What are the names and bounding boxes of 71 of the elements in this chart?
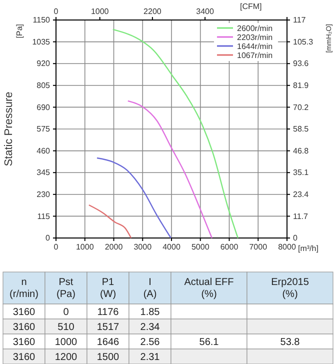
line-series bbox=[127, 100, 213, 239]
x-tick-label: 7000 bbox=[249, 242, 268, 252]
text: 1500 bbox=[96, 352, 120, 363]
text: 0 bbox=[63, 307, 69, 318]
line-series bbox=[88, 204, 132, 239]
y2-tick-label: 117 bbox=[293, 16, 306, 25]
x-tick-label: 6000 bbox=[220, 242, 239, 252]
y-tick-label: 0 bbox=[46, 234, 51, 243]
y-tick-label: 1150 bbox=[32, 16, 51, 25]
y-tick-label: 345 bbox=[36, 168, 51, 178]
y2-tick-label: 0 bbox=[293, 234, 298, 243]
text: 2.31 bbox=[140, 352, 160, 363]
y2-tick-label: 23.4 bbox=[293, 190, 310, 199]
text: 53.8 bbox=[280, 337, 300, 348]
x-tick-label: 4000 bbox=[162, 242, 181, 252]
text: 510 bbox=[58, 322, 74, 333]
x-tick-label: 0 bbox=[54, 242, 59, 252]
y2-tick-label: 70.2 bbox=[293, 102, 310, 112]
legend-label: 2203r/min bbox=[237, 33, 273, 42]
y2-tick-label: 35.1 bbox=[293, 168, 310, 178]
y2-tick-label: 81.9 bbox=[293, 80, 310, 90]
category-label: Actual EFF (%) bbox=[184, 277, 234, 300]
y-tick-label: 1035 bbox=[32, 37, 51, 46]
category-label: I (A) bbox=[143, 277, 157, 300]
y-tick-label: 920 bbox=[36, 59, 51, 68]
text: 1200 bbox=[54, 352, 78, 363]
legend-label: 2600r/min bbox=[237, 24, 273, 33]
text: 3160 bbox=[12, 337, 36, 348]
x-tick-label: 8000 bbox=[278, 242, 296, 252]
y-tick-label: 230 bbox=[36, 190, 51, 199]
x-tick-label: 5000 bbox=[191, 242, 210, 252]
text: 2.34 bbox=[140, 322, 160, 333]
x-tick-label: 1000 bbox=[76, 242, 94, 252]
y2-tick-label: 46.8 bbox=[293, 146, 310, 156]
x2-tick-label: 2200 bbox=[144, 7, 162, 16]
y-tick-label: 805 bbox=[36, 80, 51, 90]
y-tick-label: 575 bbox=[36, 124, 51, 134]
y-axis-title: Static Pressure bbox=[3, 92, 15, 166]
x2-tick-label: 3400 bbox=[196, 7, 214, 16]
legend-label: 1067r/min bbox=[237, 51, 273, 60]
text: 3160 bbox=[12, 307, 36, 318]
x2-tick-label: 1000 bbox=[90, 7, 110, 16]
text: 1.85 bbox=[140, 307, 160, 318]
y2-tick-label: 58.5 bbox=[293, 124, 310, 134]
text: 1176 bbox=[97, 307, 119, 318]
category-label: Erp2015 (%) bbox=[271, 277, 310, 300]
category-label: Pst (Pa) bbox=[56, 277, 76, 300]
text: 3160 bbox=[12, 322, 36, 333]
x-tick-label: 3000 bbox=[134, 242, 152, 252]
y-tick-label: 460 bbox=[36, 146, 51, 156]
text: 56.1 bbox=[199, 337, 219, 348]
category-label: P1 (W) bbox=[100, 277, 116, 300]
y2-tick-label: 11.7 bbox=[293, 212, 309, 221]
text: 1646 bbox=[96, 337, 120, 348]
text: 3160 bbox=[12, 352, 36, 363]
text: [Pa] bbox=[15, 24, 24, 38]
y2-tick-label: 93.6 bbox=[293, 59, 310, 68]
y2-tick-label: 105.3 bbox=[293, 37, 314, 46]
text: 2.56 bbox=[140, 337, 160, 348]
text: 1000 bbox=[54, 337, 78, 348]
line-series bbox=[96, 157, 172, 239]
text: 1517 bbox=[96, 322, 120, 333]
x-tick-label: 2000 bbox=[104, 242, 124, 252]
x2-axis-title: [CFM] bbox=[240, 2, 262, 11]
x2-tick-label: 0 bbox=[54, 7, 59, 16]
y-tick-label: 690 bbox=[36, 102, 51, 112]
legend-label: 1644r/min bbox=[237, 42, 273, 51]
x-axis-title: [m³/h] bbox=[298, 244, 318, 253]
line-series bbox=[112, 28, 239, 239]
y-tick-label: 115 bbox=[37, 212, 51, 221]
category-label: n (r/min) bbox=[10, 277, 38, 300]
